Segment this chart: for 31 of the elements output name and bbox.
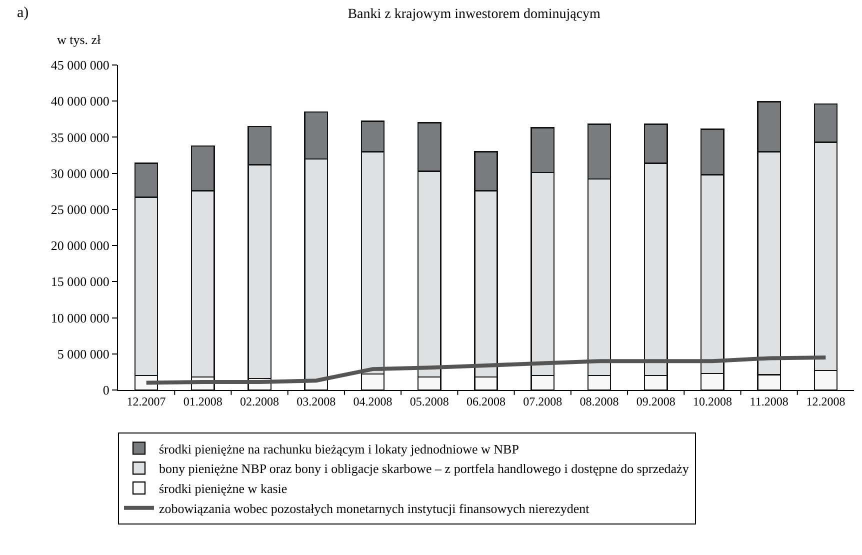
legend-label: środki pieniężne w kasie [159,481,288,496]
x-tick-label: 03.2008 [296,394,336,408]
y-tick-label: 40 000 000 [50,94,110,109]
y-tick-label: 0 [102,382,110,398]
x-tick-label: 12.2007 [126,394,166,408]
y-tick-label: 35 000 000 [50,130,110,145]
x-tick-label: 04.2008 [353,394,392,408]
legend-label: zobowiązania wobec pozostałych monetarnych instytucji finansowych nierezydent [159,500,590,516]
x-tick-label: 02.2008 [240,394,280,408]
y-tick-label: 25 000 000 [50,202,110,217]
y-tick-label: 5 000 000 [57,346,110,362]
y-tick-label: 30 000 000 [50,166,110,181]
x-tick-label: 10.2008 [692,394,732,408]
x-tick-label: 11.2008 [750,394,788,408]
y-tick-label: 15 000 000 [50,274,110,290]
chart-title: Banki z krajowym inwestorem dominującym [348,7,601,22]
x-tick-label: 01.2008 [183,394,222,408]
x-tick-label: 06.2008 [466,394,506,408]
x-tick-label: 07.2008 [523,394,562,408]
x-tick-label: 05.2008 [410,394,449,408]
y-axis-title: w tys. zł [57,32,102,47]
legend-label: bony pieniężne NBP oraz bony i obligacje skarbowe – z portfela handlowego i dostępne do sprzedaży [159,461,690,476]
legend-label: środki pieniężne na rachunku bieżącym i lokaty jednodniowe w NBP [159,441,519,456]
line-series [144,356,828,385]
x-tick-label: 08.2008 [580,394,619,408]
x-tick-label: 09.2008 [636,394,676,408]
x-tick-label: 12.2008 [806,394,846,408]
y-tick-label: 10 000 000 [50,310,110,326]
y-tick-label: 20 000 000 [50,238,110,254]
text: a) [17,5,29,21]
y-tick-label: 45 000 000 [50,58,110,73]
